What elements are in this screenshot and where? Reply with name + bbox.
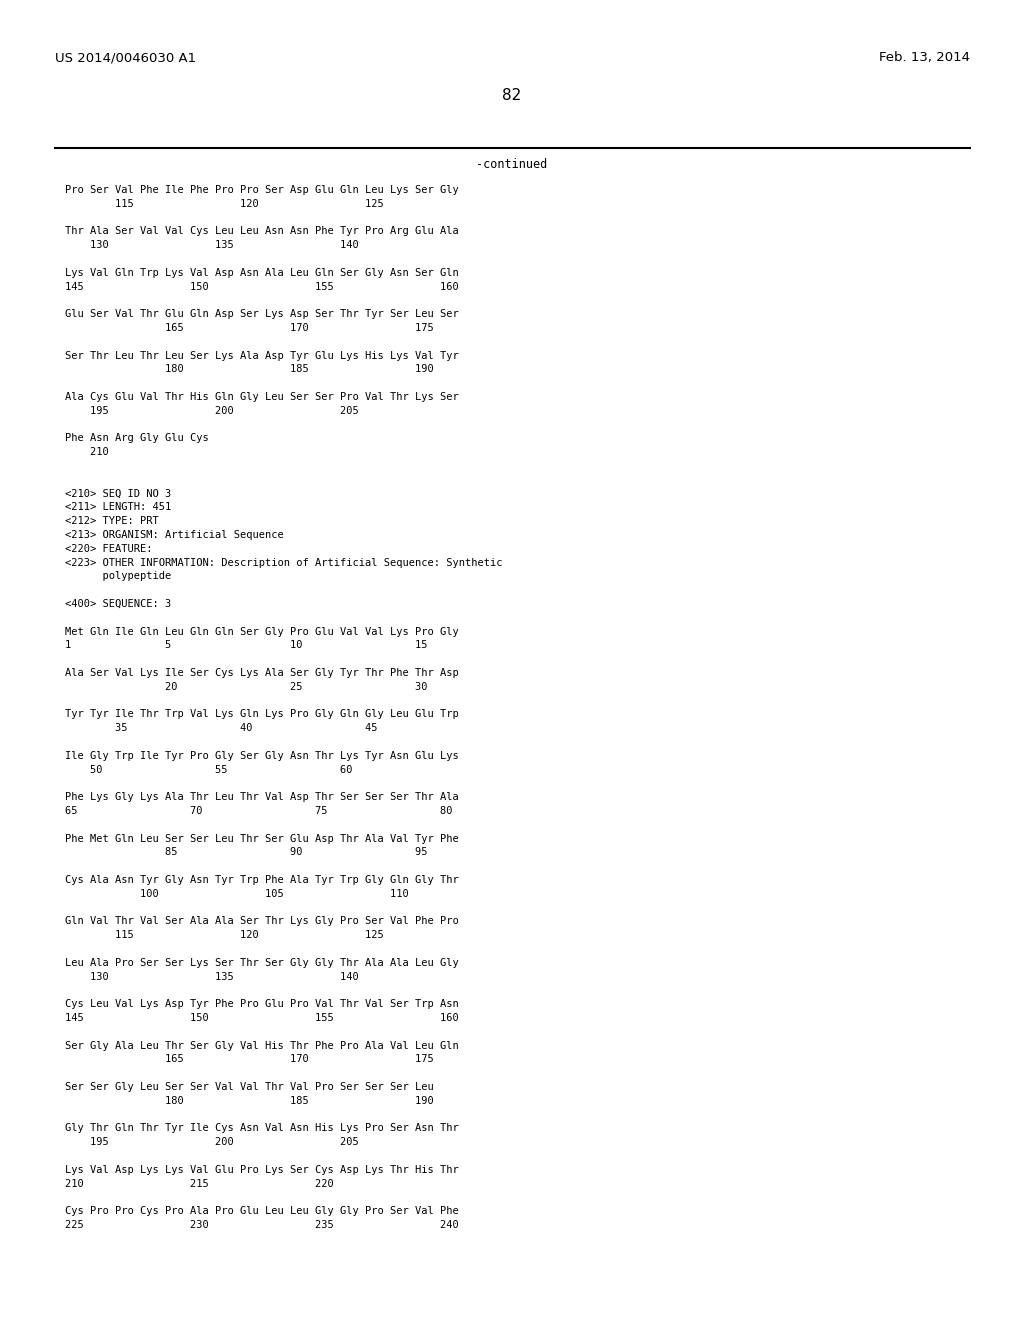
Text: Thr Ala Ser Val Val Cys Leu Leu Asn Asn Phe Tyr Pro Arg Glu Ala: Thr Ala Ser Val Val Cys Leu Leu Asn Asn … [65,227,459,236]
Text: 145                 150                 155                 160: 145 150 155 160 [65,281,459,292]
Text: 195                 200                 205: 195 200 205 [65,405,358,416]
Text: 165                 170                 175: 165 170 175 [65,1055,434,1064]
Text: Lys Val Gln Trp Lys Val Asp Asn Ala Leu Gln Ser Gly Asn Ser Gln: Lys Val Gln Trp Lys Val Asp Asn Ala Leu … [65,268,459,277]
Text: 195                 200                 205: 195 200 205 [65,1138,358,1147]
Text: Met Gln Ile Gln Leu Gln Gln Ser Gly Pro Glu Val Val Lys Pro Gly: Met Gln Ile Gln Leu Gln Gln Ser Gly Pro … [65,627,459,636]
Text: 65                  70                  75                  80: 65 70 75 80 [65,807,453,816]
Text: 115                 120                 125: 115 120 125 [65,931,384,940]
Text: polypeptide: polypeptide [65,572,171,581]
Text: <211> LENGTH: 451: <211> LENGTH: 451 [65,503,171,512]
Text: 180                 185                 190: 180 185 190 [65,1096,434,1106]
Text: Leu Ala Pro Ser Ser Lys Ser Thr Ser Gly Gly Thr Ala Ala Leu Gly: Leu Ala Pro Ser Ser Lys Ser Thr Ser Gly … [65,958,459,968]
Text: Ala Ser Val Lys Ile Ser Cys Lys Ala Ser Gly Tyr Thr Phe Thr Asp: Ala Ser Val Lys Ile Ser Cys Lys Ala Ser … [65,668,459,678]
Text: Phe Lys Gly Lys Ala Thr Leu Thr Val Asp Thr Ser Ser Ser Thr Ala: Phe Lys Gly Lys Ala Thr Leu Thr Val Asp … [65,792,459,803]
Text: Cys Pro Pro Cys Pro Ala Pro Glu Leu Leu Gly Gly Pro Ser Val Phe: Cys Pro Pro Cys Pro Ala Pro Glu Leu Leu … [65,1206,459,1216]
Text: Glu Ser Val Thr Glu Gln Asp Ser Lys Asp Ser Thr Tyr Ser Leu Ser: Glu Ser Val Thr Glu Gln Asp Ser Lys Asp … [65,309,459,319]
Text: <212> TYPE: PRT: <212> TYPE: PRT [65,516,159,527]
Text: Ser Ser Gly Leu Ser Ser Val Val Thr Val Pro Ser Ser Ser Leu: Ser Ser Gly Leu Ser Ser Val Val Thr Val … [65,1082,434,1092]
Text: Tyr Tyr Ile Thr Trp Val Lys Gln Lys Pro Gly Gln Gly Leu Glu Trp: Tyr Tyr Ile Thr Trp Val Lys Gln Lys Pro … [65,709,459,719]
Text: Lys Val Asp Lys Lys Val Glu Pro Lys Ser Cys Asp Lys Thr His Thr: Lys Val Asp Lys Lys Val Glu Pro Lys Ser … [65,1164,459,1175]
Text: 115                 120                 125: 115 120 125 [65,199,384,209]
Text: 50                  55                  60: 50 55 60 [65,764,352,775]
Text: 210                 215                 220: 210 215 220 [65,1179,334,1188]
Text: 145                 150                 155                 160: 145 150 155 160 [65,1012,459,1023]
Text: <223> OTHER INFORMATION: Description of Artificial Sequence: Synthetic: <223> OTHER INFORMATION: Description of … [65,557,503,568]
Text: <220> FEATURE:: <220> FEATURE: [65,544,153,554]
Text: Phe Asn Arg Gly Glu Cys: Phe Asn Arg Gly Glu Cys [65,433,209,444]
Text: Ala Cys Glu Val Thr His Gln Gly Leu Ser Ser Pro Val Thr Lys Ser: Ala Cys Glu Val Thr His Gln Gly Leu Ser … [65,392,459,403]
Text: Gly Thr Gln Thr Tyr Ile Cys Asn Val Asn His Lys Pro Ser Asn Thr: Gly Thr Gln Thr Tyr Ile Cys Asn Val Asn … [65,1123,459,1134]
Text: <210> SEQ ID NO 3: <210> SEQ ID NO 3 [65,488,171,499]
Text: Ser Gly Ala Leu Thr Ser Gly Val His Thr Phe Pro Ala Val Leu Gln: Ser Gly Ala Leu Thr Ser Gly Val His Thr … [65,1040,459,1051]
Text: 130                 135                 140: 130 135 140 [65,240,358,251]
Text: Feb. 13, 2014: Feb. 13, 2014 [879,51,970,65]
Text: 82: 82 [503,87,521,103]
Text: <400> SEQUENCE: 3: <400> SEQUENCE: 3 [65,599,171,609]
Text: Ile Gly Trp Ile Tyr Pro Gly Ser Gly Asn Thr Lys Tyr Asn Glu Lys: Ile Gly Trp Ile Tyr Pro Gly Ser Gly Asn … [65,751,459,760]
Text: 165                 170                 175: 165 170 175 [65,323,434,333]
Text: Ser Thr Leu Thr Leu Ser Lys Ala Asp Tyr Glu Lys His Lys Val Tyr: Ser Thr Leu Thr Leu Ser Lys Ala Asp Tyr … [65,351,459,360]
Text: Pro Ser Val Phe Ile Phe Pro Pro Ser Asp Glu Gln Leu Lys Ser Gly: Pro Ser Val Phe Ile Phe Pro Pro Ser Asp … [65,185,459,195]
Text: 210: 210 [65,447,109,457]
Text: 20                  25                  30: 20 25 30 [65,682,427,692]
Text: 1               5                   10                  15: 1 5 10 15 [65,640,427,651]
Text: Gln Val Thr Val Ser Ala Ala Ser Thr Lys Gly Pro Ser Val Phe Pro: Gln Val Thr Val Ser Ala Ala Ser Thr Lys … [65,916,459,927]
Text: 35                  40                  45: 35 40 45 [65,723,378,733]
Text: 85                  90                  95: 85 90 95 [65,847,427,858]
Text: 180                 185                 190: 180 185 190 [65,364,434,375]
Text: 100                 105                 110: 100 105 110 [65,888,409,899]
Text: <213> ORGANISM: Artificial Sequence: <213> ORGANISM: Artificial Sequence [65,531,284,540]
Text: 130                 135                 140: 130 135 140 [65,972,358,982]
Text: Phe Met Gln Leu Ser Ser Leu Thr Ser Glu Asp Thr Ala Val Tyr Phe: Phe Met Gln Leu Ser Ser Leu Thr Ser Glu … [65,834,459,843]
Text: US 2014/0046030 A1: US 2014/0046030 A1 [55,51,197,65]
Text: Cys Leu Val Lys Asp Tyr Phe Pro Glu Pro Val Thr Val Ser Trp Asn: Cys Leu Val Lys Asp Tyr Phe Pro Glu Pro … [65,999,459,1010]
Text: -continued: -continued [476,158,548,172]
Text: Cys Ala Asn Tyr Gly Asn Tyr Trp Phe Ala Tyr Trp Gly Gln Gly Thr: Cys Ala Asn Tyr Gly Asn Tyr Trp Phe Ala … [65,875,459,884]
Text: 225                 230                 235                 240: 225 230 235 240 [65,1220,459,1230]
